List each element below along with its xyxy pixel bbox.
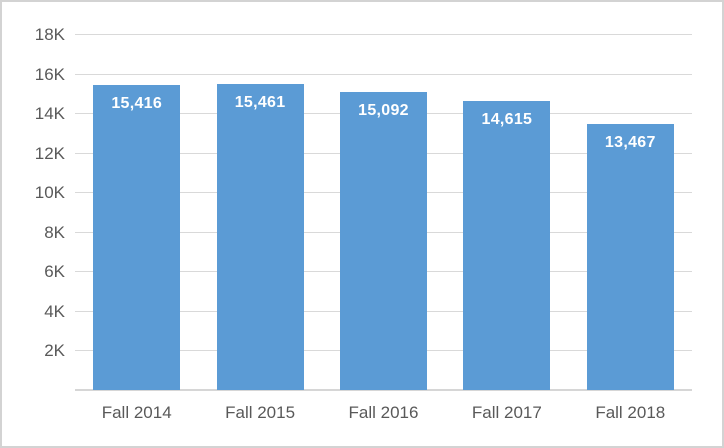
bar: 15,416	[93, 85, 181, 390]
gridline	[75, 34, 692, 35]
gridline	[75, 73, 692, 75]
bar: 15,461	[216, 84, 304, 390]
y-tick-label: 14K	[34, 104, 65, 124]
x-category-label: Fall 2016	[348, 403, 419, 422]
y-tick-label: 6K	[44, 262, 65, 282]
y-tick-label: 12K	[34, 143, 65, 163]
y-tick-label: 8K	[44, 222, 65, 242]
x-category-label: Fall 2017	[471, 403, 542, 422]
y-tick-label: 10K	[34, 183, 65, 203]
x-axis-line	[75, 389, 692, 391]
x-category-label: Fall 2014	[101, 403, 172, 422]
y-tick-label: 2K	[44, 341, 65, 361]
bar: 15,092	[340, 91, 427, 390]
y-tick-label: 18K	[34, 25, 65, 44]
x-category-label: Fall 2018	[595, 403, 666, 422]
bar: 13,467	[586, 123, 674, 390]
x-category-label: Fall 2015	[225, 403, 296, 422]
plot-area: 15,416 15,461 15,092 14,615 13,467	[75, 34, 692, 391]
y-tick-label: 16K	[34, 64, 65, 84]
bar-value-label: 15,092	[358, 101, 409, 119]
bar: 14,615	[463, 100, 551, 390]
bar-value-label: 15,461	[234, 94, 286, 112]
bar-value-label: 14,615	[481, 110, 533, 128]
bar-value-label: 13,467	[604, 133, 656, 151]
bar-value-label: 15,416	[111, 95, 163, 113]
y-tick-label: 4K	[44, 301, 65, 321]
